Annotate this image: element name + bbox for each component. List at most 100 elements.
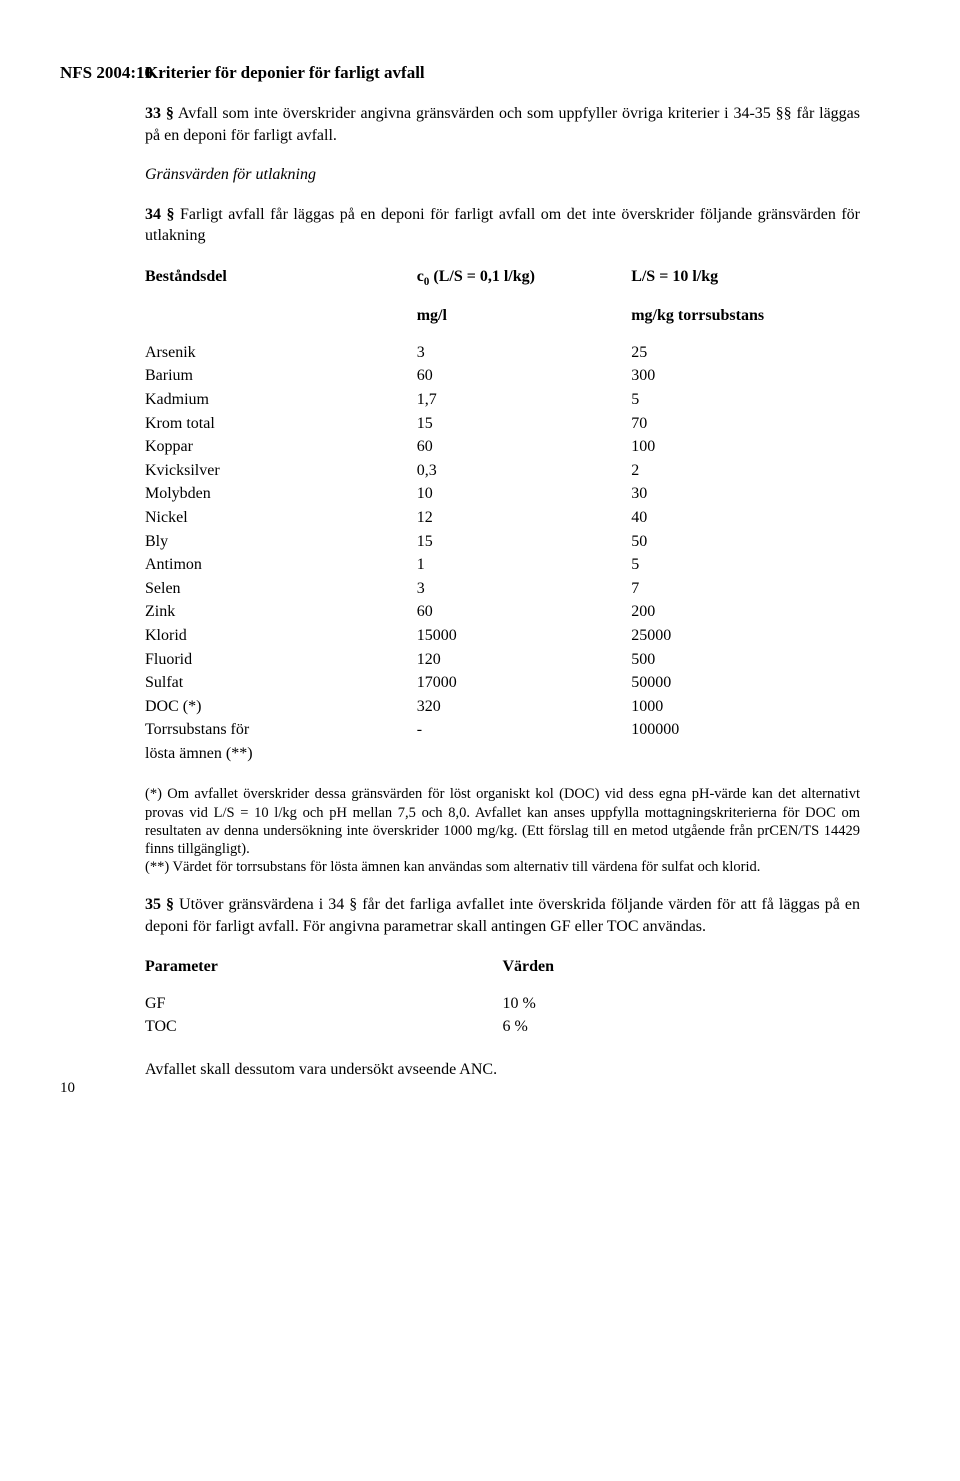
table-cell-c0: 1 [417, 553, 632, 577]
table-head-unit-mgkg: mg/kg torrsubstans [631, 304, 860, 341]
section-title: Kriterier för deponier för farligt avfal… [145, 62, 860, 85]
table-cell-ls10: 100 [631, 435, 860, 459]
table-cell-c0 [417, 742, 632, 766]
table-cell-ls10: 500 [631, 648, 860, 672]
footnote-2: (**) Värdet för torrsubstans för lösta ä… [145, 858, 860, 876]
param-head-values: Värden [503, 955, 861, 992]
table-cell-ls10: 200 [631, 600, 860, 624]
table-row: TOC6 % [145, 1015, 860, 1039]
table-cell-name: Arsenik [145, 341, 417, 365]
table-row: Barium60300 [145, 364, 860, 388]
closing-sentence: Avfallet skall dessutom vara undersökt a… [145, 1059, 860, 1081]
footnote-1: (*) Om avfallet överskrider dessa gränsv… [145, 785, 860, 858]
table-row: Selen37 [145, 577, 860, 601]
table-cell-name: Zink [145, 600, 417, 624]
table-cell-name: Koppar [145, 435, 417, 459]
table-cell-ls10: 70 [631, 412, 860, 436]
table-cell-c0: 12 [417, 506, 632, 530]
table-cell-name: Torrsubstans för [145, 718, 417, 742]
table-row: Bly1550 [145, 530, 860, 554]
paragraph-35: 35 § Utöver gränsvärdena i 34 § får det … [145, 894, 860, 937]
table-cell-ls10: 2 [631, 459, 860, 483]
table-footnotes: (*) Om avfallet överskrider dessa gränsv… [145, 785, 860, 876]
table-cell-name: Barium [145, 364, 417, 388]
table-cell-name: Kadmium [145, 388, 417, 412]
table-row: GF10 % [145, 992, 860, 1016]
table-row: Kvicksilver0,32 [145, 459, 860, 483]
italic-subheading: Gränsvärden för utlakning [145, 164, 860, 186]
table-cell-c0: 10 [417, 482, 632, 506]
paragraph-34: 34 § Farligt avfall får läggas på en dep… [145, 204, 860, 247]
table-row: Nickel1240 [145, 506, 860, 530]
table-row: Zink60200 [145, 600, 860, 624]
table-cell-c0: 120 [417, 648, 632, 672]
param-cell-value: 10 % [503, 992, 861, 1016]
table-row: Klorid1500025000 [145, 624, 860, 648]
paragraph-33-text: Avfall som inte överskrider angivna grän… [145, 105, 860, 144]
param-cell-name: TOC [145, 1015, 503, 1039]
table-row: Kadmium1,75 [145, 388, 860, 412]
table-cell-name: Kvicksilver [145, 459, 417, 483]
paragraph-33: 33 § Avfall som inte överskrider angivna… [145, 103, 860, 146]
table-cell-c0: 15 [417, 530, 632, 554]
table-head-c0-sym: c [417, 268, 424, 285]
table-cell-ls10 [631, 742, 860, 766]
table-cell-ls10: 5 [631, 553, 860, 577]
limits-table: Beståndsdel c0 (L/S = 0,1 l/kg) L/S = 10… [145, 265, 860, 766]
table-cell-c0: 0,3 [417, 459, 632, 483]
table-cell-c0: 60 [417, 435, 632, 459]
param-cell-value: 6 % [503, 1015, 861, 1039]
table-cell-ls10: 50 [631, 530, 860, 554]
table-cell-c0: 60 [417, 364, 632, 388]
table-cell-c0: 3 [417, 341, 632, 365]
table-cell-c0: 17000 [417, 671, 632, 695]
table-cell-c0: 1,7 [417, 388, 632, 412]
param-cell-name: GF [145, 992, 503, 1016]
table-cell-name: Antimon [145, 553, 417, 577]
parameter-table: Parameter Värden GF10 %TOC6 % [145, 955, 860, 1039]
table-row: Sulfat1700050000 [145, 671, 860, 695]
table-cell-c0: - [417, 718, 632, 742]
table-cell-name: Klorid [145, 624, 417, 648]
table-head-component: Beståndsdel [145, 265, 417, 304]
table-cell-ls10: 7 [631, 577, 860, 601]
paragraph-33-label: 33 § [145, 105, 174, 122]
table-cell-name: Bly [145, 530, 417, 554]
table-head-ls10: L/S = 10 l/kg [631, 265, 860, 304]
table-row: Antimon15 [145, 553, 860, 577]
table-head-c0-rest: (L/S = 0,1 l/kg) [429, 268, 535, 285]
document-id: NFS 2004:10 [60, 62, 153, 85]
table-cell-name: lösta ämnen (**) [145, 742, 417, 766]
table-cell-name: DOC (*) [145, 695, 417, 719]
paragraph-35-label: 35 § [145, 896, 174, 913]
table-cell-ls10: 300 [631, 364, 860, 388]
table-row: Fluorid120500 [145, 648, 860, 672]
table-cell-ls10: 25000 [631, 624, 860, 648]
param-head-parameter: Parameter [145, 955, 503, 992]
table-cell-c0: 3 [417, 577, 632, 601]
table-row: Koppar60100 [145, 435, 860, 459]
table-cell-name: Molybden [145, 482, 417, 506]
table-row: Krom total1570 [145, 412, 860, 436]
table-head-unit-mgl: mg/l [417, 304, 632, 341]
table-row: DOC (*)3201000 [145, 695, 860, 719]
table-cell-c0: 60 [417, 600, 632, 624]
table-cell-ls10: 50000 [631, 671, 860, 695]
page-number: 10 [60, 1078, 75, 1098]
paragraph-34-text: Farligt avfall får läggas på en deponi f… [145, 206, 860, 245]
table-cell-c0: 320 [417, 695, 632, 719]
table-head-c0: c0 (L/S = 0,1 l/kg) [417, 265, 632, 304]
table-cell-name: Selen [145, 577, 417, 601]
table-cell-c0: 15 [417, 412, 632, 436]
table-row: lösta ämnen (**) [145, 742, 860, 766]
table-cell-name: Fluorid [145, 648, 417, 672]
table-cell-name: Krom total [145, 412, 417, 436]
table-cell-name: Nickel [145, 506, 417, 530]
table-cell-name: Sulfat [145, 671, 417, 695]
table-row: Torrsubstans för-100000 [145, 718, 860, 742]
table-row: Molybden1030 [145, 482, 860, 506]
table-cell-ls10: 1000 [631, 695, 860, 719]
paragraph-35-text: Utöver gränsvärdena i 34 § får det farli… [145, 896, 860, 935]
table-cell-ls10: 25 [631, 341, 860, 365]
table-cell-ls10: 5 [631, 388, 860, 412]
